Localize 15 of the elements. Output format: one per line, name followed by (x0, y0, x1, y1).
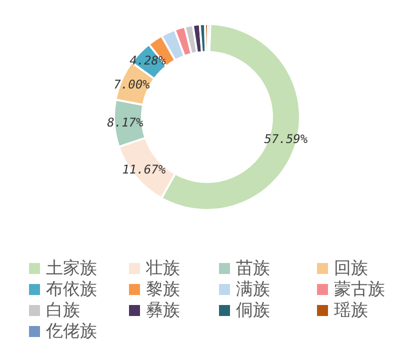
legend-label: 彝族 (146, 300, 180, 320)
legend-label: 土家族 (46, 258, 97, 278)
data-label: 57.59% (264, 132, 308, 146)
legend-label: 苗族 (236, 258, 270, 278)
legend-label: 满族 (236, 280, 270, 300)
legend-label: 壮族 (145, 258, 180, 278)
legend-label: 白族 (46, 300, 80, 320)
legend-label: 仡佬族 (45, 322, 97, 342)
legend-label: 瑶族 (334, 300, 368, 320)
legend-label: 黎族 (146, 280, 180, 300)
legend-label: 蒙古族 (334, 280, 385, 300)
legend-label: 布依族 (46, 280, 97, 300)
legend-label: 侗族 (236, 300, 270, 320)
data-label: 11.67% (122, 162, 166, 176)
legend-label: 回族 (334, 258, 368, 278)
